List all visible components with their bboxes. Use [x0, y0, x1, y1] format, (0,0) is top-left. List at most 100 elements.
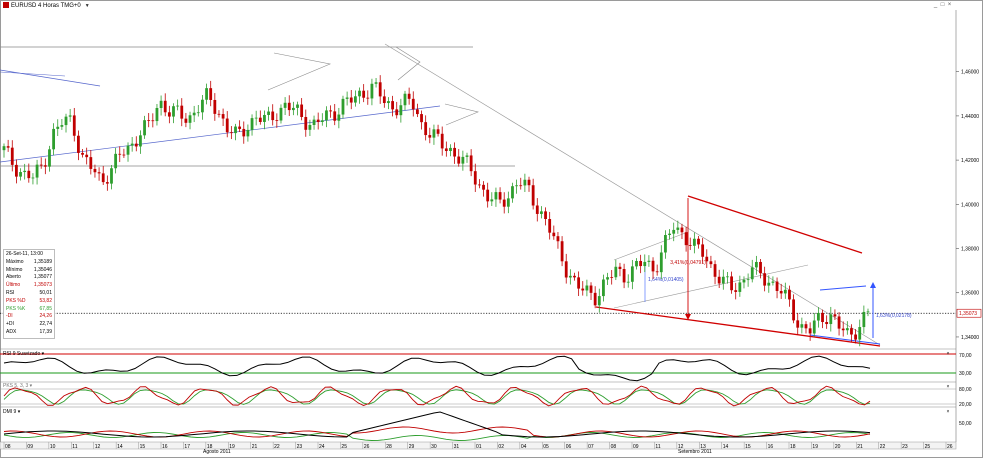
- current-price-tag-box: [956, 308, 982, 318]
- candle-body: [614, 266, 618, 278]
- info-date: 26-Set-11, 13:00: [6, 251, 43, 257]
- candle-body: [176, 105, 180, 107]
- candle-body: [229, 132, 233, 134]
- candle-body: [643, 261, 647, 267]
- x-axis-day-label: 12: [678, 444, 684, 450]
- info-row-minus-di: -DI 24,26: [6, 313, 52, 320]
- candle-body: [329, 110, 332, 112]
- candle-body: [444, 148, 448, 152]
- candle-body: [713, 264, 717, 277]
- info-row-low: Mínimo 1,35046: [6, 266, 52, 273]
- x-axis-day-label: 04: [521, 444, 527, 450]
- candle-body: [697, 238, 700, 245]
- candle-body: [48, 149, 51, 167]
- channel-upper-line: [687, 195, 863, 254]
- candle-body: [217, 113, 221, 115]
- candle-body: [767, 282, 771, 286]
- candle-body: [705, 256, 709, 262]
- candle-body: [432, 129, 436, 138]
- candle-body: [415, 109, 419, 115]
- candle-body: [862, 311, 866, 328]
- stoch-panel-close-icon[interactable]: ×: [946, 384, 950, 390]
- candle-body: [258, 117, 262, 122]
- dmi-tick-50: 50,00: [959, 421, 972, 427]
- candle-body: [837, 316, 841, 329]
- candle-body: [540, 211, 543, 214]
- candle-body: [684, 232, 688, 246]
- candle-body: [105, 182, 109, 184]
- chart-title: EURUSD 4 Horas TMG+0: [11, 3, 81, 9]
- data-window: 26-Set-11, 13:00 Máximo 1,35189 Mínimo 1,3…: [3, 249, 55, 339]
- candle-body: [701, 244, 705, 257]
- candle-body: [296, 104, 299, 108]
- maximize-button[interactable]: □: [940, 2, 945, 8]
- current-price-tag: 1,35073: [959, 311, 977, 317]
- candle-body: [316, 119, 320, 123]
- candle-body: [2, 146, 6, 151]
- close-button[interactable]: ×: [947, 2, 952, 8]
- dmi-panel-title[interactable]: DMI 9 ▾: [3, 409, 21, 415]
- price-tick-label: 1,40000: [961, 202, 979, 208]
- candle-body: [325, 110, 328, 121]
- candle-body: [453, 147, 457, 157]
- candle-body: [291, 107, 295, 111]
- info-row-last: Último 1,35073: [6, 282, 52, 289]
- candle-body: [573, 275, 576, 278]
- candle-body: [213, 99, 217, 114]
- chart-title-bar[interactable]: EURUSD 4 Horas TMG+0 ▼: [3, 1, 90, 11]
- candle-body: [688, 245, 692, 246]
- measure-label-3: 1,63%(0,02178): [876, 313, 912, 319]
- rsi-panel-title[interactable]: RSI 9 Suavizado ▾: [3, 351, 45, 357]
- candle-body: [664, 234, 667, 253]
- x-axis-day-label: 11: [655, 444, 660, 450]
- x-axis-day-label: 14: [723, 444, 729, 450]
- x-axis-day-label: 30: [431, 444, 437, 450]
- candle-body: [267, 111, 270, 115]
- triangle-wedge-1: [267, 52, 332, 91]
- candle-body: [362, 90, 366, 98]
- chevron-down-icon[interactable]: ▼: [84, 3, 90, 9]
- dmi-panel-close-icon[interactable]: ×: [946, 409, 950, 415]
- candle-body: [519, 185, 523, 187]
- candle-body: [242, 128, 246, 137]
- candle-body: [126, 145, 130, 155]
- triangle-wedge-3: [395, 46, 421, 81]
- x-axis-day-label: 12: [95, 444, 101, 450]
- candle-body: [271, 111, 275, 121]
- candle-body: [320, 120, 324, 123]
- candle-body: [180, 105, 184, 119]
- x-axis-day-label: 10: [50, 444, 56, 450]
- x-axis-day-label: 14: [117, 444, 123, 450]
- rsi-panel-close-icon[interactable]: ×: [946, 351, 950, 357]
- candle-body: [494, 192, 498, 200]
- candle-body: [151, 120, 155, 122]
- candle-body: [64, 116, 68, 126]
- candle-body: [68, 115, 72, 117]
- candle-body: [60, 125, 64, 127]
- info-row-open: Aberto 1,35077: [6, 274, 52, 281]
- candle-body: [225, 118, 229, 133]
- minimize-button[interactable]: _: [933, 2, 938, 8]
- stoch-panel-title[interactable]: PKS 5, 3, 3 ▾: [3, 383, 33, 389]
- candle-body: [788, 289, 791, 300]
- candle-body: [800, 324, 804, 328]
- x-axis-strip: [0, 441, 957, 450]
- candle-body: [457, 156, 461, 164]
- candle-body: [829, 314, 833, 325]
- info-row-pks-k: PKS %K 67,85: [6, 305, 52, 312]
- candle-body: [726, 276, 729, 278]
- candle-body: [428, 135, 432, 138]
- candle-body: [635, 260, 638, 267]
- x-axis-day-label: 19: [812, 444, 818, 450]
- candle-body: [626, 281, 630, 283]
- x-axis-day-label: 16: [768, 444, 774, 450]
- candle-body: [721, 276, 725, 284]
- candle-body: [746, 279, 750, 281]
- x-axis-day-label: 01: [476, 444, 482, 450]
- candle-body: [854, 334, 857, 340]
- candle-body: [651, 260, 655, 272]
- candle-body: [209, 88, 213, 100]
- candle-body: [775, 281, 779, 291]
